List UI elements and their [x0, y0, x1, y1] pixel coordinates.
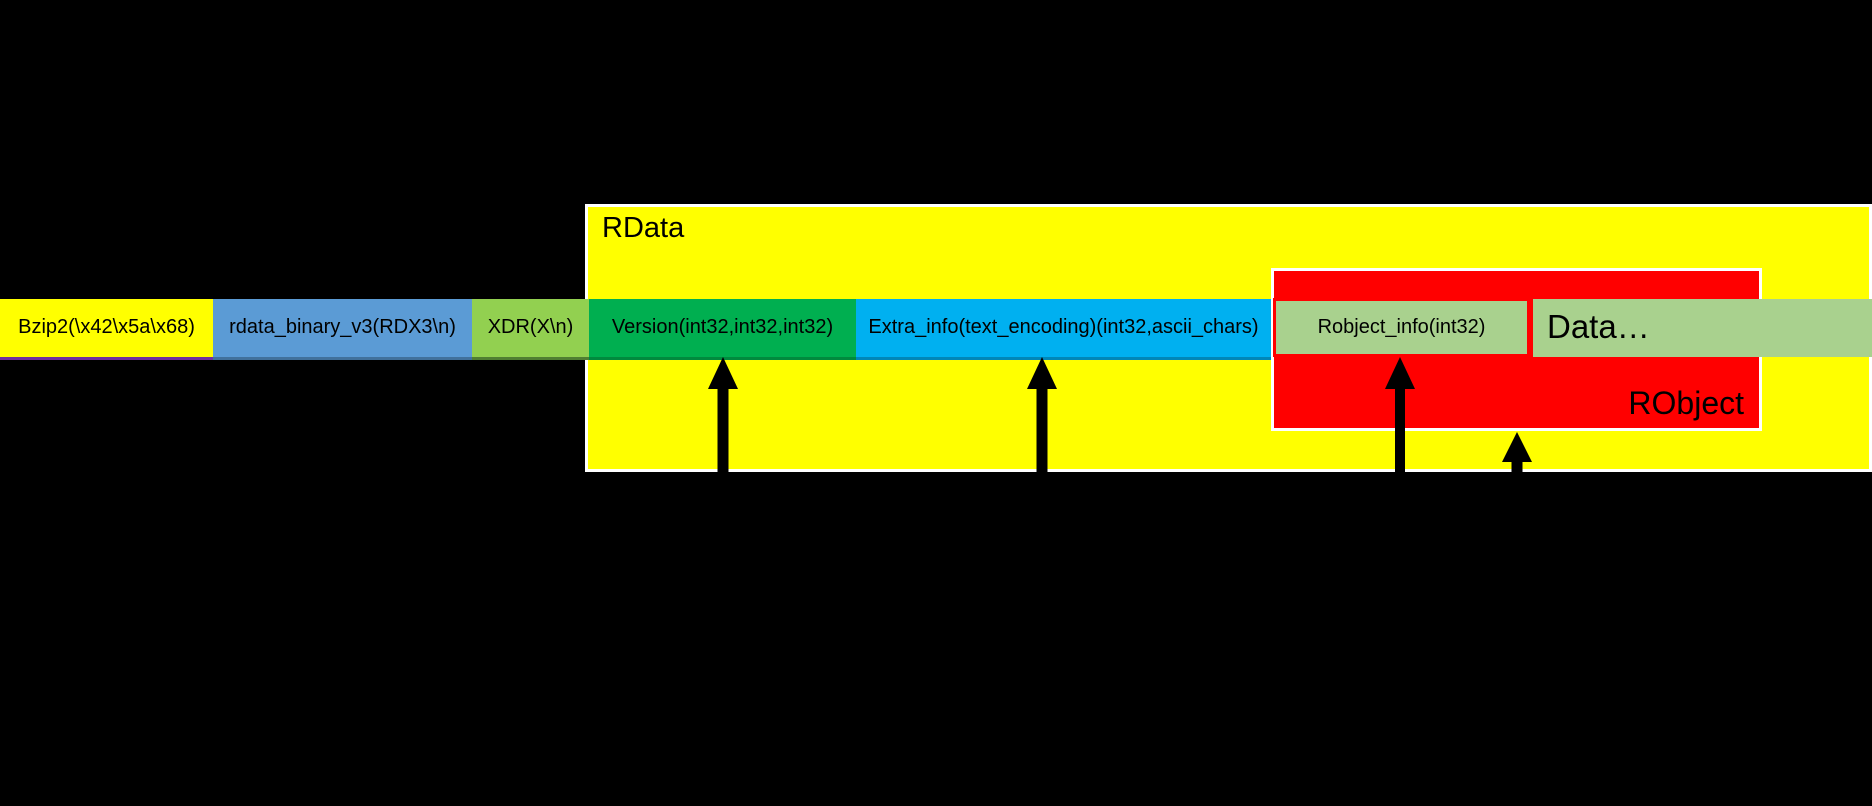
- rdata-label: RData: [602, 212, 685, 244]
- segment-extra-info: Extra_info(text_encoding)(int32,ascii_ch…: [856, 299, 1271, 360]
- up-arrow-version: [708, 357, 738, 478]
- up-arrow-robject-info: [1385, 357, 1415, 478]
- segment-robject-info: Robject_info(int32): [1273, 298, 1530, 357]
- segment-rdata-binary-v3: rdata_binary_v3(RDX3\n): [213, 299, 472, 360]
- up-arrow-extra-info: [1027, 357, 1057, 478]
- robject-label: RObject: [1628, 385, 1744, 421]
- segment-bzip2: Bzip2(\x42\x5a\x68): [0, 299, 213, 360]
- up-arrow-robject-body: [1502, 432, 1532, 478]
- segment-version: Version(int32,int32,int32): [589, 299, 856, 360]
- segment-data: Data…: [1533, 299, 1872, 357]
- segment-xdr: XDR(X\n): [472, 299, 589, 360]
